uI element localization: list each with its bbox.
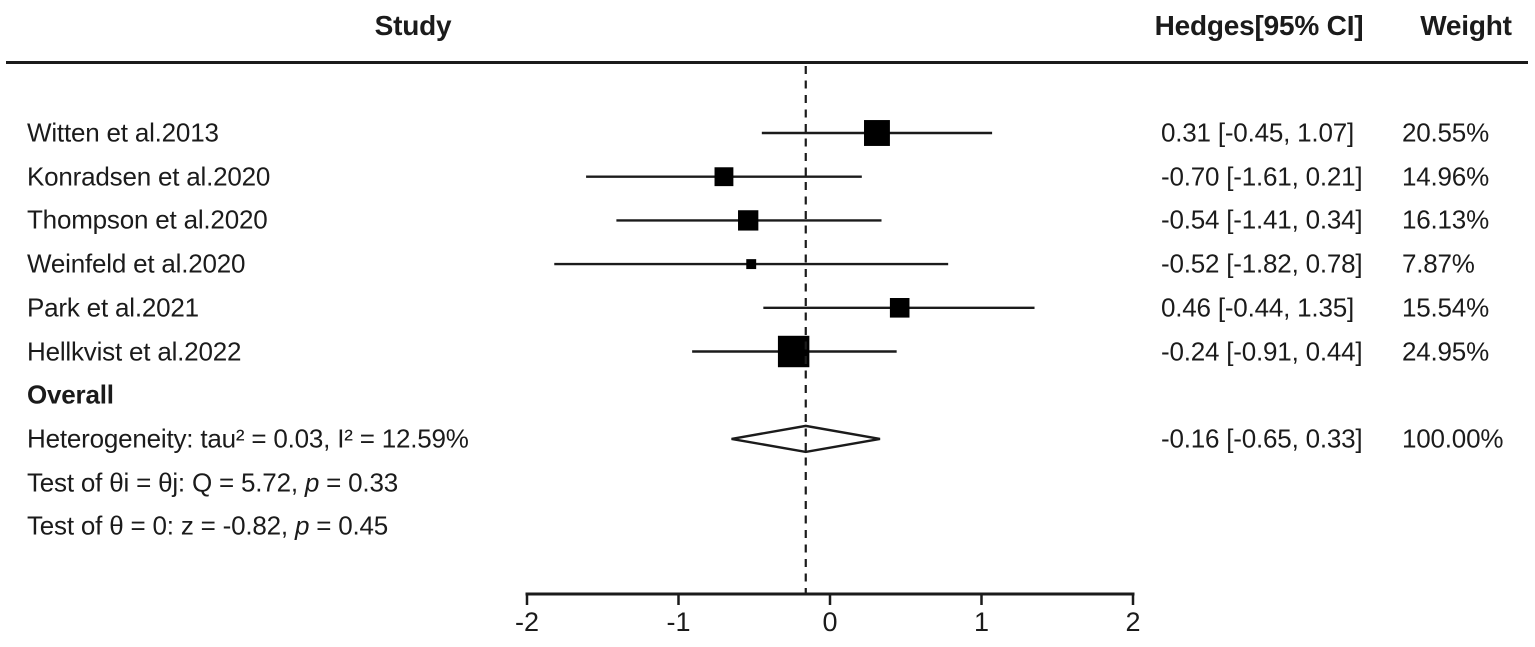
header-divider [6,61,1528,64]
weight-value: 14.96% [1402,161,1489,192]
column-header-weight: Weight [1420,10,1512,41]
x-axis-tick-label: 1 [974,607,989,637]
effect-ci-value: -0.52 [-1.82, 0.78] [1161,248,1363,279]
weight-value: 24.95% [1402,336,1489,366]
label-segment: Test of θi = θj: Q = 5.72, [27,467,305,498]
weight-value: 16.13% [1402,204,1489,235]
label-segment: Heterogeneity: tau² = 0.03, I² = 12.59% [27,423,469,454]
x-axis-tick-label: 2 [1125,607,1140,637]
effect-square [738,210,759,231]
overall-diamond [731,424,881,454]
label-segment: = 0.45 [309,510,389,541]
column-header-effect-ci: Hedges[95% CI] [1154,10,1364,41]
weight-value: 100.00% [1402,423,1504,454]
weight-value: 15.54% [1402,292,1489,323]
study-label: Weinfeld et al.2020 [27,248,246,279]
x-axis-tick-label: -2 [515,607,539,637]
study-label: Thompson et al.2020 [27,204,268,235]
heterogeneity-label: Heterogeneity: tau² = 0.03, I² = 12.59% [27,423,469,454]
section-label: Overall [27,380,114,411]
effect-ci-value: -0.70 [-1.61, 0.21] [1161,161,1363,192]
study-label: Park et al.2021 [27,292,199,323]
stat-symbol-italic: p [304,467,320,498]
stat-test-label: Test of θ = 0: z = -0.82, p = 0.45 [27,511,388,542]
weight-value: 7.87% [1402,248,1475,279]
effect-ci-value: 0.31 [-0.45, 1.07] [1161,117,1354,148]
study-label: Hellkvist et al.2022 [27,336,242,366]
effect-ci-value: 0.46 [-0.44, 1.35] [1161,292,1354,323]
label-segment: = 0.33 [319,467,398,498]
stat-test-label: Test of θi = θj: Q = 5.72, p = 0.33 [27,467,398,498]
effect-square [746,259,757,270]
weight-value: 20.55% [1402,117,1489,148]
label-segment: Test of θ = 0: z = -0.82, [27,510,295,541]
effect-square [889,298,910,318]
effect-square [777,335,810,368]
study-label: Konradsen et al.2020 [27,161,271,192]
effect-square [864,120,890,146]
study-label: Witten et al.2013 [27,117,219,148]
effect-ci-value: -0.24 [-0.91, 0.44] [1161,336,1363,366]
effect-square [714,167,734,187]
x-axis-tick-label: -1 [666,607,690,637]
label-segment: Overall [27,379,114,410]
x-axis-tick-label: 0 [822,607,837,637]
stat-symbol-italic: p [294,510,310,541]
effect-ci-value: -0.16 [-0.65, 0.33] [1161,423,1363,454]
column-header-study: Study [374,10,452,41]
effect-ci-value: -0.54 [-1.41, 0.34] [1161,204,1363,235]
